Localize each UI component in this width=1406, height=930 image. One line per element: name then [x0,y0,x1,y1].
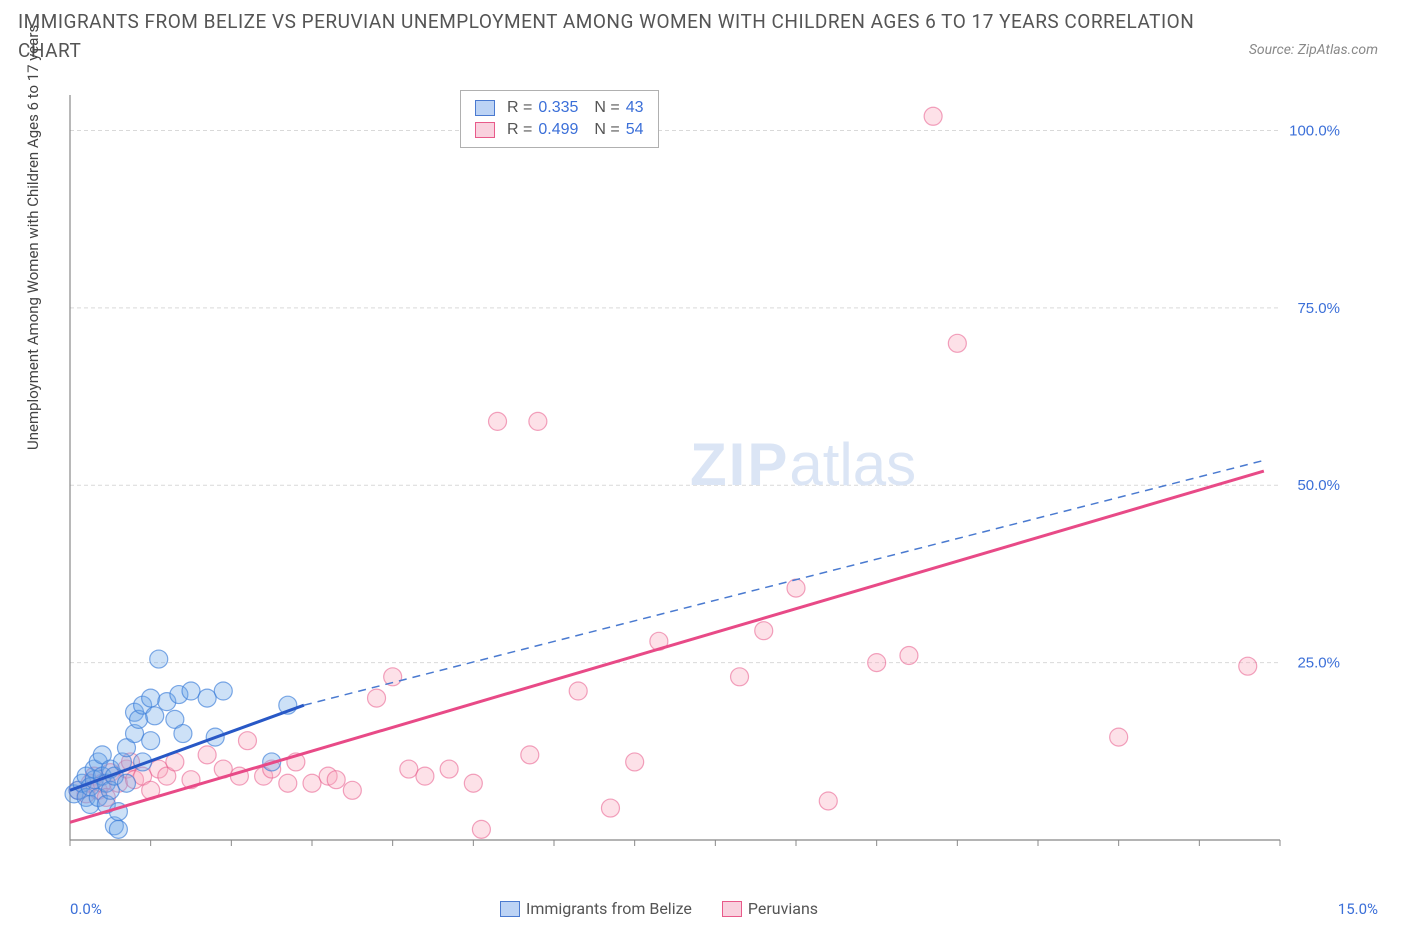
legend-swatch-peruvians [475,122,495,138]
n-label: N = [594,99,619,117]
r-value-peruvians: 0.499 [538,121,578,139]
svg-text:75.0%: 75.0% [1297,300,1340,317]
correlation-legend: R = 0.335 N = 43 R = 0.499 N = 54 [460,90,659,148]
x-right-label: 15.0% [1338,900,1378,918]
legend-swatch-belize [475,100,495,116]
legend-row-belize: R = 0.335 N = 43 [475,97,644,119]
chart-title: IMMIGRANTS FROM BELIZE VS PERUVIAN UNEMP… [18,8,1206,65]
legend-item-peruvians: Peruvians [722,899,818,918]
legend-label: Peruvians [748,899,818,918]
n-label: N = [594,121,619,139]
svg-text:50.0%: 50.0% [1297,477,1340,494]
n-value-peruvians: 54 [626,121,644,139]
r-value-belize: 0.335 [538,99,578,117]
legend-swatch-icon [500,901,520,917]
legend-item-belize: Immigrants from Belize [500,899,692,918]
y-axis-label: Unemployment Among Women with Children A… [24,25,42,450]
legend-row-peruvians: R = 0.499 N = 54 [475,119,644,141]
svg-text:25.0%: 25.0% [1297,655,1340,672]
plot-svg: 25.0% 50.0% 75.0% 100.0% [60,90,1350,860]
legend-swatch-icon [722,901,742,917]
source-credit: Source: ZipAtlas.com [1249,42,1378,58]
r-label: R = [507,121,532,139]
r-label: R = [507,99,532,117]
n-value-belize: 43 [626,99,644,117]
series-legend: Immigrants from Belize Peruvians [500,899,818,918]
x-origin-label: 0.0% [70,900,102,918]
scatter-plot: 25.0% 50.0% 75.0% 100.0% [60,90,1350,860]
legend-label: Immigrants from Belize [526,899,692,918]
svg-text:100.0%: 100.0% [1289,122,1340,139]
